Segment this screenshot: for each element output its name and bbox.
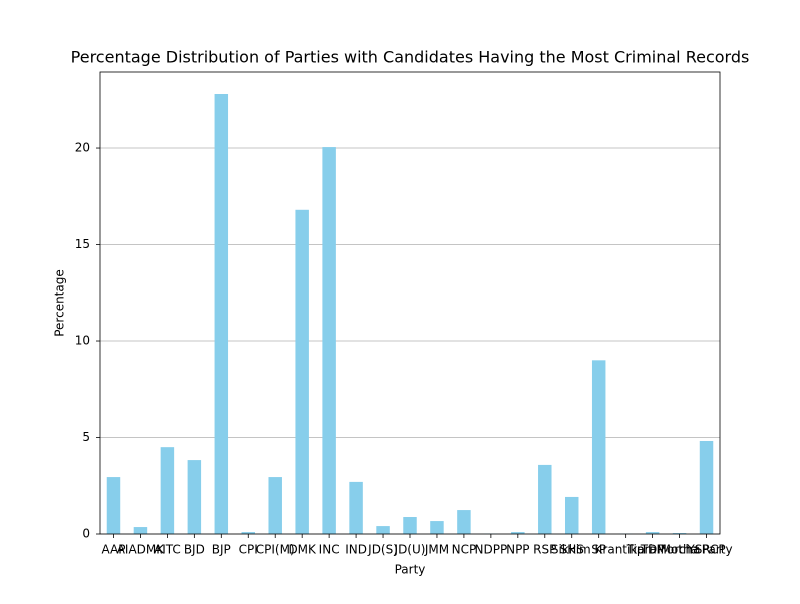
bar bbox=[107, 477, 120, 534]
y-tick-label: 15 bbox=[75, 237, 90, 251]
bar bbox=[430, 521, 443, 534]
x-tick-label: NPP bbox=[506, 543, 529, 557]
x-tick-label: JMM bbox=[424, 543, 449, 557]
bar bbox=[700, 441, 713, 534]
x-tick-label: BJP bbox=[212, 543, 231, 557]
bar bbox=[538, 465, 551, 534]
x-tick-label: INC bbox=[319, 543, 340, 557]
bar bbox=[349, 482, 362, 534]
bar bbox=[134, 527, 147, 534]
x-tick-label: IND bbox=[345, 543, 367, 557]
x-axis-label: Party bbox=[395, 563, 426, 577]
y-axis-label: Percentage bbox=[53, 269, 67, 337]
x-tick-label: AITC bbox=[154, 543, 181, 557]
x-tick-label: BJD bbox=[184, 543, 205, 557]
x-tick-label: NDPP bbox=[475, 543, 508, 557]
x-tick-label: JD(U) bbox=[394, 543, 426, 557]
y-tick-label: 20 bbox=[75, 141, 90, 155]
chart-title: Percentage Distribution of Parties with … bbox=[71, 48, 750, 67]
x-tick-label: YSRCP bbox=[686, 543, 725, 557]
bar bbox=[403, 517, 416, 534]
bar bbox=[565, 497, 578, 534]
bar bbox=[161, 447, 174, 534]
y-tick-label: 5 bbox=[82, 430, 90, 444]
x-tick-label: JD(S) bbox=[367, 543, 398, 557]
y-tick-label: 0 bbox=[82, 527, 90, 541]
x-tick-label: NCP bbox=[452, 543, 477, 557]
bar bbox=[376, 526, 389, 534]
bar bbox=[295, 210, 308, 534]
bar bbox=[188, 460, 201, 534]
x-tick-label: DMK bbox=[288, 543, 317, 557]
bar bbox=[322, 147, 335, 534]
bar bbox=[592, 360, 605, 534]
bar bbox=[268, 477, 281, 534]
y-tick-label: 10 bbox=[75, 334, 90, 348]
bar bbox=[457, 510, 470, 534]
bar bbox=[215, 94, 228, 534]
